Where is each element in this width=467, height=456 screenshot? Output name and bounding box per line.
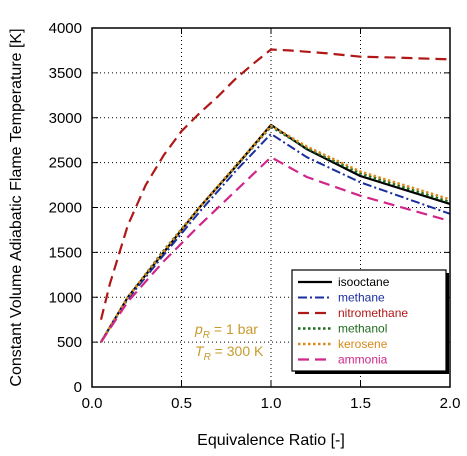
y-tick-label: 1000 <box>49 289 82 306</box>
x-tick-label: 2.0 <box>440 395 461 412</box>
legend-label-nitromethane: nitromethane <box>338 306 408 320</box>
pressure-var: p <box>194 321 203 337</box>
temperature-annotation: TR = 300 K <box>195 343 264 363</box>
x-axis-label: Equivalence Ratio [-] <box>197 432 345 449</box>
y-tick-label: 1500 <box>49 244 82 261</box>
series-line-methane <box>100 132 451 343</box>
pressure-sub: R <box>203 330 210 341</box>
y-tick-label: 3000 <box>49 110 82 127</box>
legend-label-isooctane: isooctane <box>338 275 390 289</box>
y-tick-label: 0 <box>74 379 82 396</box>
temperature-sub: R <box>204 352 211 363</box>
legend-label-methane: methane <box>338 291 385 305</box>
y-tick-label: 2000 <box>49 200 82 217</box>
legend-label-kerosene: kerosene <box>338 337 388 351</box>
x-tick-label: 0.0 <box>82 395 103 412</box>
y-tick-label: 500 <box>57 334 82 351</box>
series-line-ammonia <box>100 156 451 343</box>
y-axis-label: Constant Volume Adiabatic Flame Temperat… <box>8 28 25 386</box>
legend-box <box>291 269 447 372</box>
x-tick-label: 1.0 <box>261 395 282 412</box>
series-line-kerosene <box>99 124 451 343</box>
legend-label-methanol: methanol <box>338 322 387 336</box>
pressure-value: = 1 bar <box>210 321 258 337</box>
legend-label-ammonia: ammonia <box>338 353 388 367</box>
temperature-value: = 300 K <box>211 343 264 359</box>
temperature-var: T <box>195 343 205 359</box>
y-tick-label: 3500 <box>49 65 82 82</box>
tick-labels: 0.0 0.5 1.0 1.5 2.0 0 500 1000 1500 2000 2500 3000 3… <box>49 20 461 412</box>
y-tick-label: 4000 <box>49 20 82 37</box>
series-line-nitromethane <box>99 48 451 320</box>
condition-annotation: pR = 1 bar TR = 300 K <box>194 321 264 363</box>
x-tick-label: 0.5 <box>171 395 192 412</box>
pressure-annotation: pR = 1 bar <box>194 321 258 341</box>
tick-marks <box>91 27 451 388</box>
y-tick-label: 2500 <box>49 155 82 172</box>
series-lines <box>99 48 451 343</box>
x-tick-label: 1.5 <box>350 395 371 412</box>
